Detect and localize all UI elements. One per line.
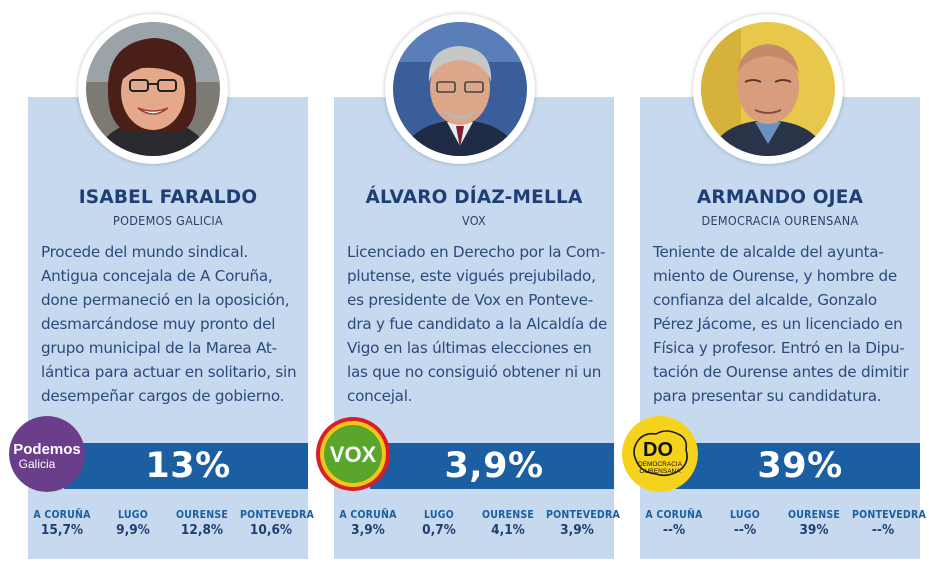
result-bar — [676, 443, 920, 489]
candidate-card-faraldo: ISABEL FARALDO PODEMOS GALICIA Procede d… — [28, 97, 314, 559]
province-value: 39% — [799, 522, 829, 538]
province-value: 10,6% — [249, 522, 293, 538]
province-result-lugo: LUGO --% — [714, 509, 776, 538]
province-name: A CORUÑA — [339, 509, 397, 521]
province-result-lugo: LUGO 9,9% — [102, 509, 164, 538]
province-result-pontevedra: PONTEVEDRA 3,9% — [546, 509, 620, 538]
province-value: --% — [871, 522, 895, 538]
province-value: 9,9% — [116, 522, 150, 538]
province-result-ourense: OURENSE 12,8% — [171, 509, 233, 538]
province-value: 0,7% — [422, 522, 456, 538]
province-value: 15,7% — [40, 522, 84, 538]
democracia-ourensana-logo: DO DEMOCRACIA OURENSANA — [622, 416, 698, 492]
result-bar — [370, 443, 614, 489]
candidate-name: ARMANDO OJEA — [696, 187, 864, 208]
province-name: OURENSE — [482, 509, 534, 521]
province-result-a-coruna: A CORUÑA 15,7% — [31, 509, 93, 538]
candidate-card-diaz-mella: ÁLVARO DÍAZ-MELLA VOX Licenciado en Dere… — [334, 97, 620, 559]
province-name: OURENSE — [176, 509, 228, 521]
province-name: LUGO — [424, 509, 454, 521]
result-bar — [64, 443, 308, 489]
province-result-lugo: LUGO 0,7% — [408, 509, 470, 538]
candidate-bio: Licenciado en Derecho por la Com- pluten… — [347, 243, 608, 405]
candidate-party: DEMOCRACIA OURENSANA — [701, 213, 859, 228]
province-name: PONTEVEDRA — [852, 509, 926, 521]
province-result-ourense: OURENSE 39% — [783, 509, 845, 538]
province-result-ourense: OURENSE 4,1% — [477, 509, 539, 538]
logo-subtext: Galicia — [19, 457, 56, 471]
result-percentage: 13% — [145, 446, 231, 486]
portrait-man-glasses-icon — [393, 22, 527, 156]
province-result-pontevedra: PONTEVEDRA --% — [852, 509, 926, 538]
candidate-photo — [693, 14, 843, 164]
province-name: LUGO — [118, 509, 148, 521]
candidate-party: VOX — [461, 213, 487, 228]
province-name: OURENSE — [788, 509, 840, 521]
province-name: PONTEVEDRA — [546, 509, 620, 521]
province-value: 4,1% — [491, 522, 525, 538]
candidate-name: ISABEL FARALDO — [78, 187, 258, 208]
candidate-photo — [78, 14, 228, 164]
province-name: A CORUÑA — [33, 509, 91, 521]
portrait-woman-icon — [86, 22, 220, 156]
province-value: 12,8% — [180, 522, 224, 538]
podemos-galicia-logo: Podemos Galicia — [9, 416, 85, 492]
candidate-photo — [385, 14, 535, 164]
province-result-a-coruna: A CORUÑA 3,9% — [337, 509, 399, 538]
province-name: PONTEVEDRA — [240, 509, 314, 521]
province-value: --% — [662, 522, 686, 538]
candidate-bio: Teniente de alcalde del ayunta- miento d… — [653, 243, 909, 405]
province-result-pontevedra: PONTEVEDRA 10,6% — [240, 509, 314, 538]
logo-text: Podemos — [13, 441, 81, 458]
logo-text: VOX — [330, 442, 377, 467]
portrait-man-bald-icon — [701, 22, 835, 156]
candidate-party: PODEMOS GALICIA — [112, 213, 223, 228]
logo-subtext: OURENSANA — [639, 468, 681, 475]
province-value: 3,9% — [560, 522, 594, 538]
candidate-bio: Procede del mundo sindical. Antigua conc… — [41, 243, 297, 405]
logo-subtext: DEMOCRACIA — [638, 461, 683, 468]
result-percentage: 39% — [757, 446, 843, 486]
province-name: LUGO — [730, 509, 760, 521]
province-name: A CORUÑA — [645, 509, 703, 521]
vox-logo: VOX — [316, 417, 390, 491]
candidate-card-ojea: ARMANDO OJEA DEMOCRACIA OURENSANA Tenien… — [640, 97, 926, 559]
province-value: 3,9% — [351, 522, 385, 538]
candidate-name: ÁLVARO DÍAZ-MELLA — [365, 187, 583, 208]
logo-text: DO — [643, 439, 673, 461]
province-result-a-coruna: A CORUÑA --% — [643, 509, 705, 538]
province-value: --% — [733, 522, 757, 538]
result-percentage: 3,9% — [444, 446, 544, 486]
